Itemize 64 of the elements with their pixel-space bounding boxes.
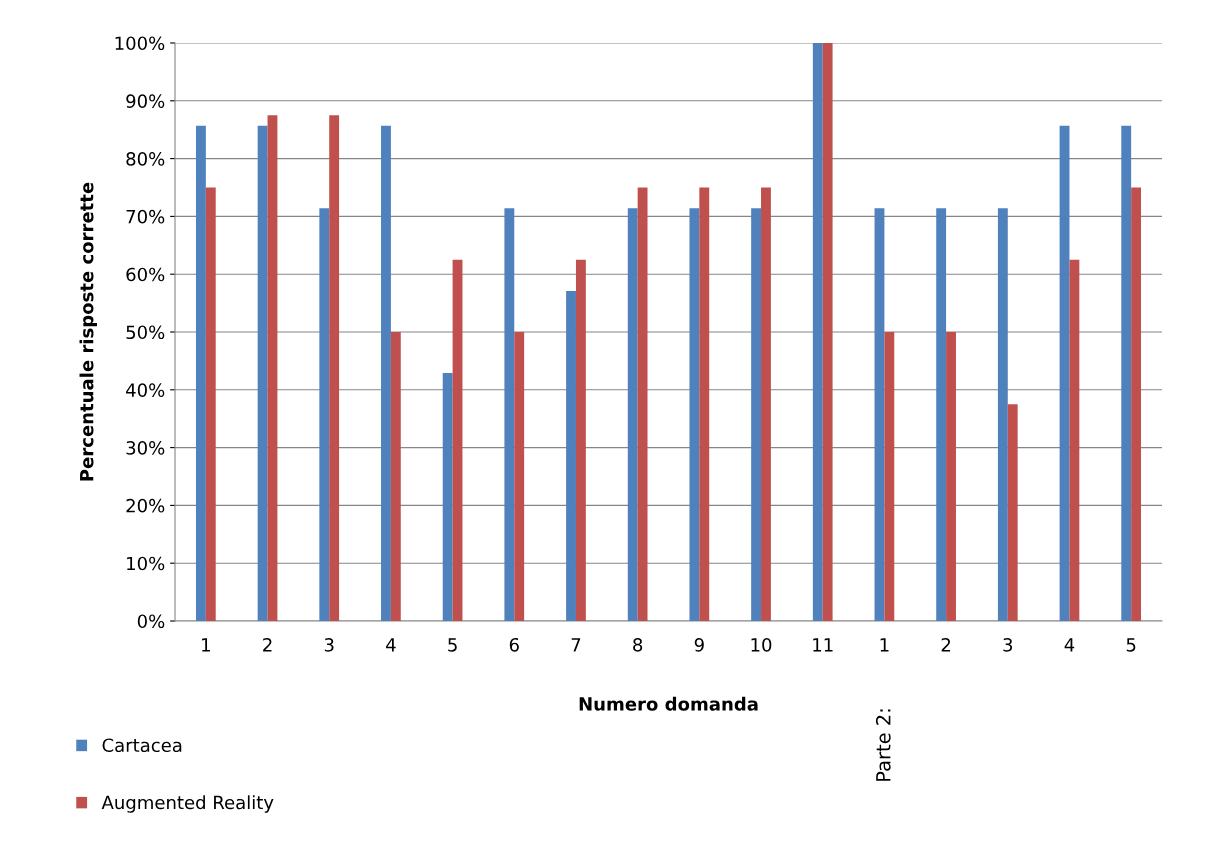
y-tick-label: 60%: [126, 267, 165, 282]
y-tick-label: 0%: [137, 614, 165, 629]
bar: [997, 208, 1008, 621]
bar: [1121, 125, 1132, 621]
x-tick-label: 5: [1126, 638, 1136, 652]
bar: [257, 125, 268, 621]
bar: [822, 43, 833, 621]
x-tick-label: 7: [571, 638, 581, 652]
bar: [761, 187, 771, 621]
y-tick-label: 80%: [126, 152, 165, 166]
y-tick-label: 70%: [126, 209, 165, 224]
x-tick-label: 3: [324, 637, 334, 652]
legend-label: Augmented Reality: [101, 795, 274, 813]
x-tick-label: 6: [509, 637, 519, 652]
bar: [874, 208, 885, 621]
x-tick-label: 11: [813, 638, 833, 652]
bar: [195, 125, 206, 621]
bar: [689, 208, 700, 621]
bar: [627, 208, 638, 621]
x-tick-label: 1: [202, 638, 210, 652]
y-tick-label: 50%: [126, 325, 165, 340]
y-tick-label: 30%: [126, 441, 165, 455]
x-tick-label: 8: [633, 637, 643, 652]
x-tick-label: 2: [263, 637, 272, 652]
x-tick-label: 2: [941, 637, 951, 652]
bar: [1069, 259, 1080, 621]
bar: [751, 208, 762, 621]
y-tick-label: 10%: [127, 556, 165, 571]
x-tick-label: 10: [751, 637, 772, 652]
bar: [205, 187, 216, 621]
text: Parte 2:: [875, 709, 891, 781]
x-tick-label: 4: [1064, 638, 1075, 652]
bar: [381, 125, 391, 621]
bar: [319, 208, 330, 621]
bar: [504, 208, 515, 621]
bar: [946, 332, 956, 621]
bar: [1007, 404, 1018, 621]
bar: [575, 259, 586, 621]
bar: [329, 115, 340, 621]
x-tick-label: 5: [448, 638, 457, 652]
y-tick-label: 40%: [126, 383, 165, 397]
bar: [442, 373, 453, 621]
x-tick-label: 3: [1003, 637, 1013, 652]
x-axis-title: Numero domanda: [579, 696, 758, 711]
bar: [1131, 187, 1142, 621]
y-tick-label: 100%: [115, 36, 165, 51]
bar: [514, 332, 525, 621]
bar: [452, 259, 463, 621]
legend-label: Cartacea: [102, 738, 182, 753]
bar: [390, 332, 401, 621]
x-tick-label: 4: [386, 638, 396, 652]
y-tick-label: 90%: [126, 94, 165, 108]
bar: [699, 187, 710, 621]
bar: [812, 43, 823, 621]
bar: [566, 290, 576, 621]
x-tick-label: 9: [694, 637, 704, 652]
bar: [936, 208, 947, 621]
bar: [1059, 125, 1070, 621]
bar: [267, 115, 278, 621]
y-axis-title: Percentuale risposte corrette: [79, 182, 97, 481]
bar: [637, 187, 648, 621]
bar: [884, 332, 895, 621]
x-tick-label: 1: [880, 638, 889, 652]
y-tick-label: 20%: [126, 498, 165, 513]
